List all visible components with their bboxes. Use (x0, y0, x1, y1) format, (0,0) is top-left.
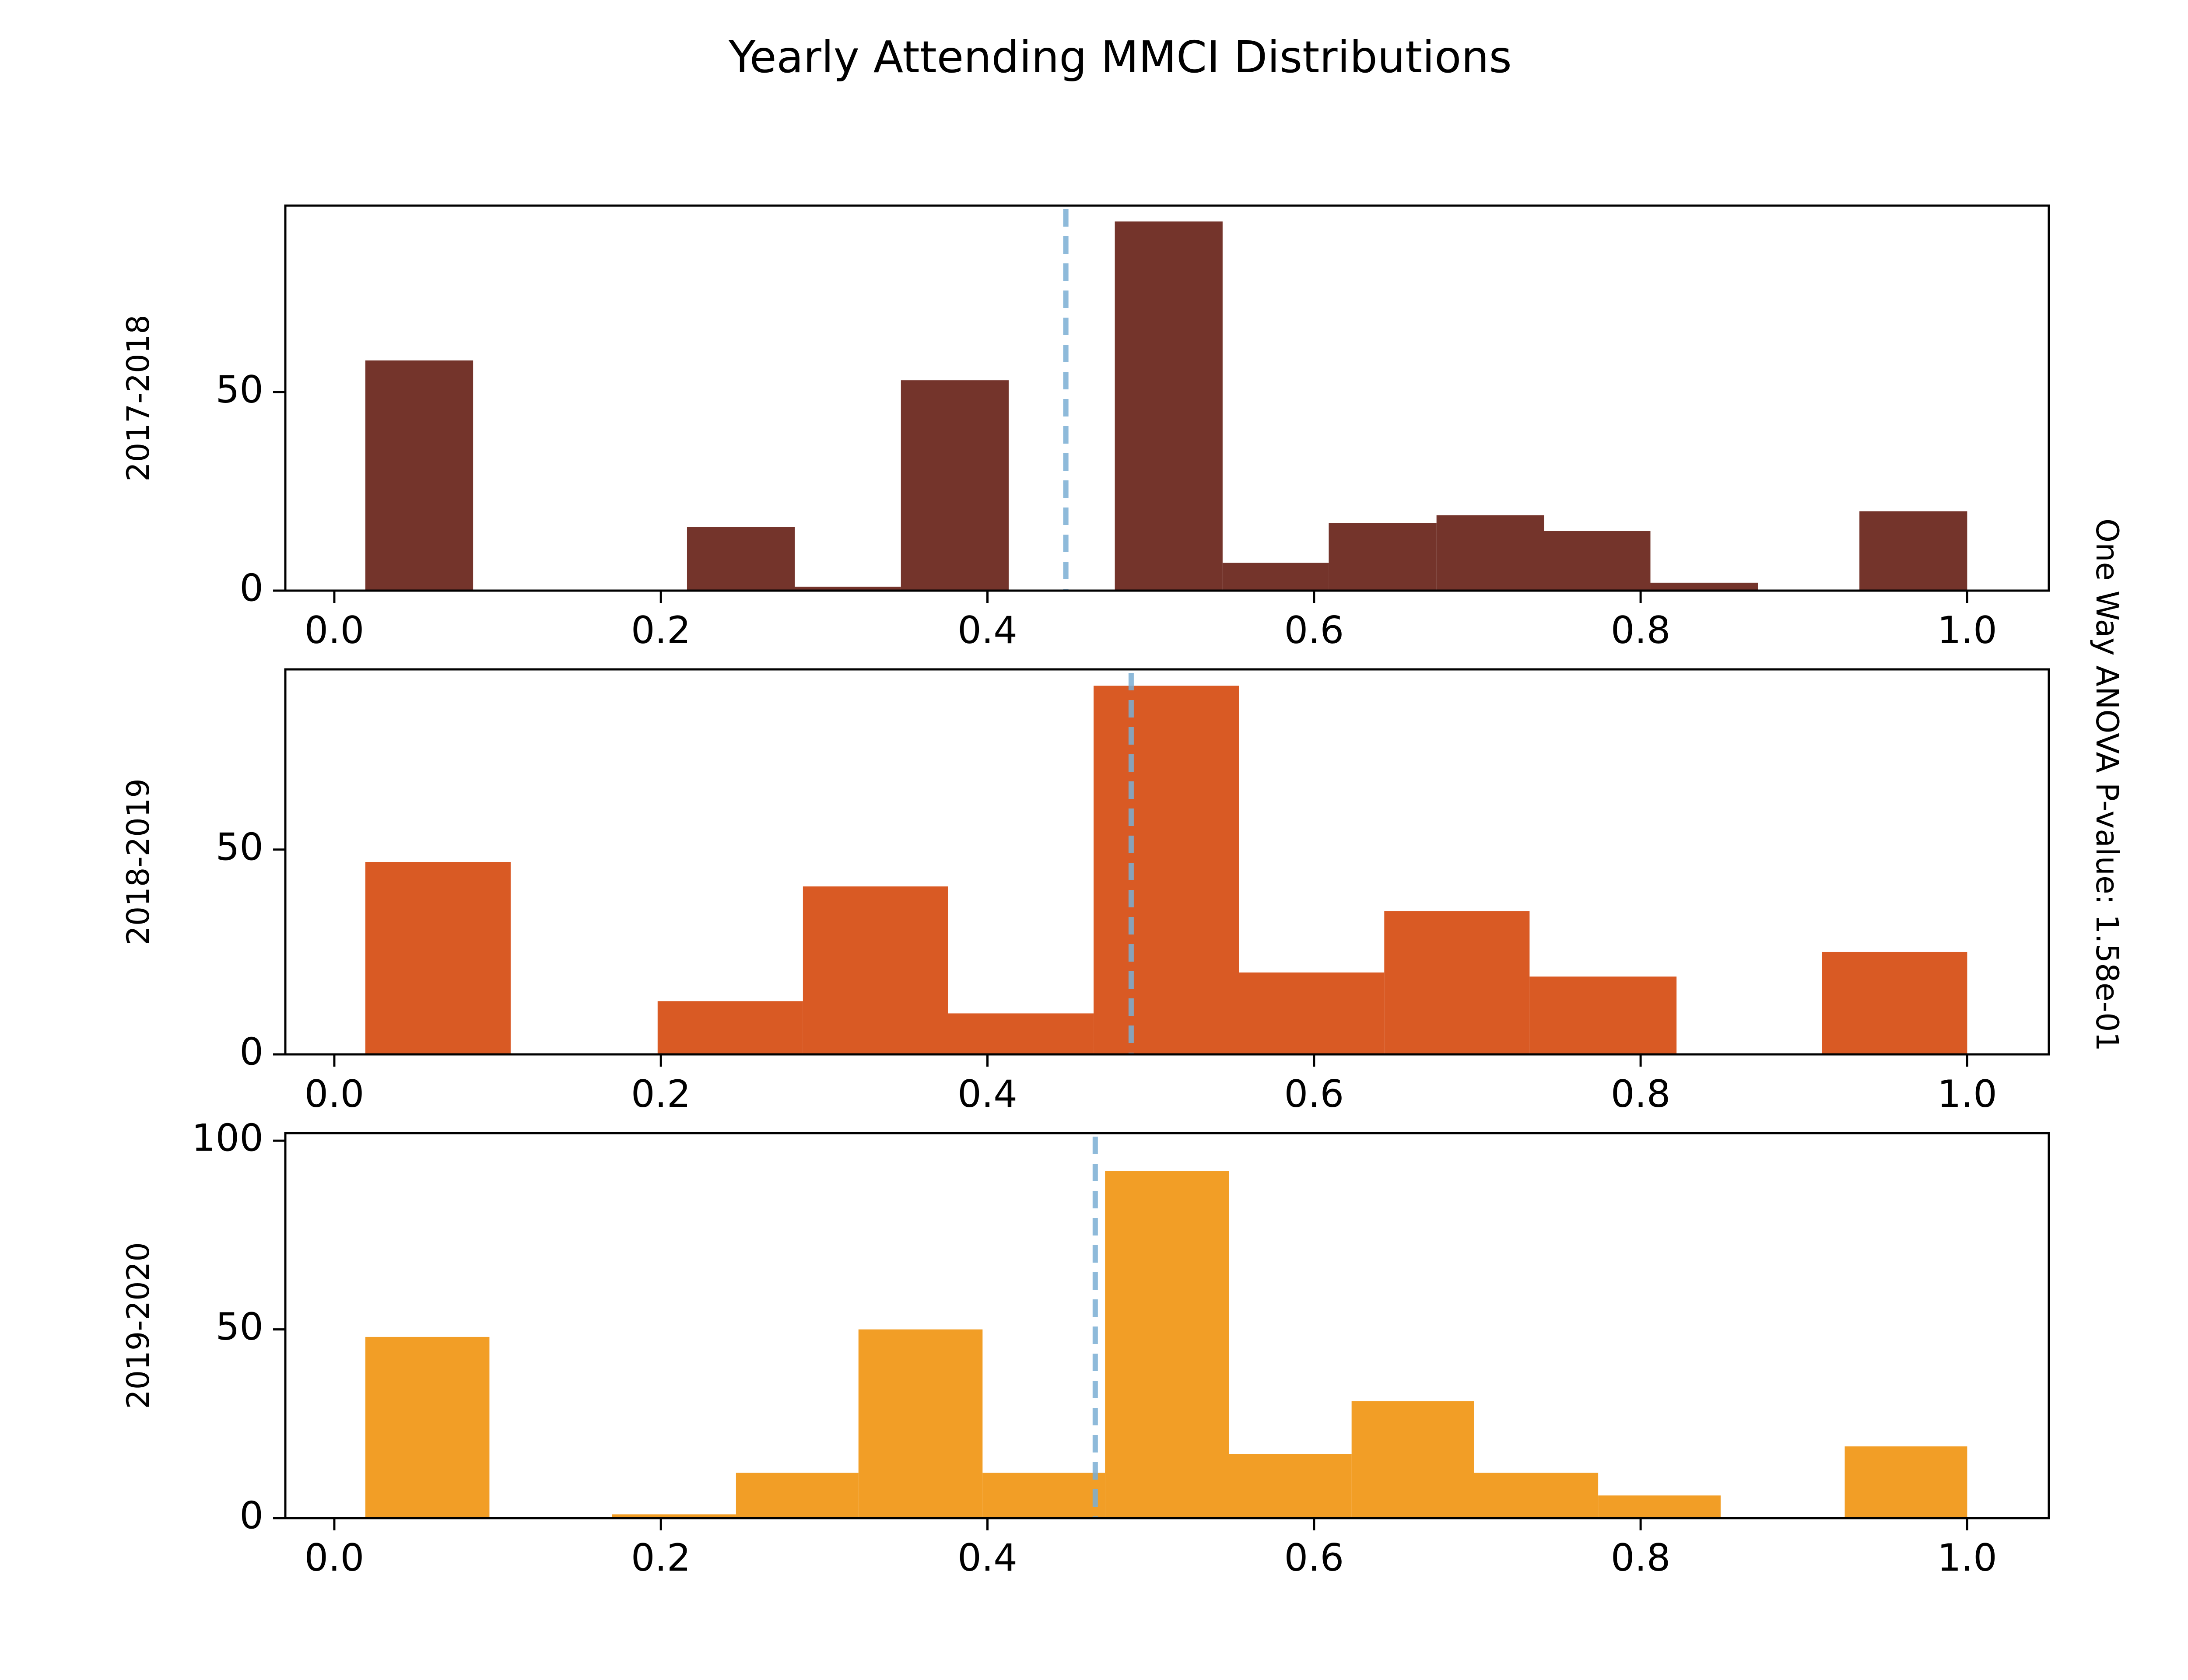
x-tick-label: 0.8 (1611, 609, 1671, 652)
bar-4 (982, 1473, 1105, 1518)
x-tick-label: 0.0 (305, 1536, 365, 1580)
y-axis-label: 2018-2019 (120, 778, 156, 945)
bar-1 (687, 527, 795, 591)
bar-8 (1822, 952, 1967, 1054)
y-tick-label: 50 (216, 1305, 263, 1349)
bar-10 (1844, 1446, 1967, 1518)
bar-3 (858, 1329, 983, 1518)
x-tick-label: 0.6 (1284, 609, 1344, 652)
x-tick-label: 0.4 (957, 1072, 1017, 1116)
bar-4 (1094, 686, 1239, 1054)
bar-9 (1598, 1495, 1721, 1518)
x-tick-label: 1.0 (1937, 1072, 1997, 1116)
bar-0 (365, 862, 511, 1054)
y-tick-label: 100 (192, 1116, 263, 1160)
panel-2018-2019: 0.0 0.2 0.4 0.6 0.8 1.0 0 50 2018-2019 (120, 668, 2050, 1116)
bar-4 (1115, 221, 1223, 591)
bar-7 (1436, 515, 1544, 591)
bar-8 (1474, 1473, 1599, 1518)
y-tick-label: 50 (216, 368, 263, 412)
y-tick-label: 0 (239, 566, 263, 610)
bar-5 (1239, 972, 1385, 1054)
x-tick-label: 0.0 (305, 609, 365, 652)
y-axis-label: 2019-2020 (120, 1242, 156, 1409)
y-axis-label: 2017-2018 (120, 315, 156, 482)
x-tick-label: 1.0 (1937, 609, 1997, 652)
axes-frame (284, 668, 2050, 1056)
x-tick-label: 0.6 (1284, 1536, 1344, 1580)
x-tick-label: 0.2 (631, 609, 691, 652)
bar-1 (612, 1514, 736, 1518)
x-tick-label: 0.0 (305, 1072, 365, 1116)
anova-annotation: One Way ANOVA P-value: 1.58e-01 (2089, 518, 2125, 1051)
x-tick-label: 1.0 (1937, 1536, 1997, 1580)
bar-9 (1650, 582, 1758, 591)
chart-title: Yearly Attending MMCI Distributions (728, 32, 1512, 83)
y-tick-label: 0 (239, 1494, 263, 1537)
x-tick-label: 0.4 (957, 609, 1017, 652)
x-tick-label: 0.2 (631, 1536, 691, 1580)
x-tick-label: 0.2 (631, 1072, 691, 1116)
bar-2 (795, 586, 901, 591)
y-tick-label: 0 (239, 1030, 263, 1074)
bar-7 (1351, 1401, 1474, 1518)
panel-2019-2020: 0.0 0.2 0.4 0.6 0.8 1.0 0 50 100 2019-2020 (120, 1116, 2050, 1580)
bar-5 (1222, 563, 1329, 591)
bar-3 (948, 1013, 1094, 1054)
x-tick-label: 0.6 (1284, 1072, 1344, 1116)
bar-2 (736, 1473, 859, 1518)
bar-0 (365, 360, 473, 591)
y-tick-label: 50 (216, 825, 263, 869)
bar-3 (901, 380, 1009, 591)
x-tick-label: 0.8 (1611, 1072, 1671, 1116)
bar-10 (1859, 511, 1967, 591)
bar-1 (657, 1001, 803, 1054)
axes-frame (284, 204, 2050, 592)
panel-2017-2018: 0.0 0.2 0.4 0.6 0.8 1.0 0 50 2017-2018 (120, 204, 2050, 652)
bar-6 (1384, 911, 1530, 1054)
bar-6 (1229, 1454, 1352, 1518)
bar-6 (1329, 523, 1437, 591)
bar-2 (803, 886, 948, 1054)
axes-frame (284, 1132, 2050, 1519)
bar-8 (1544, 531, 1651, 591)
bar-0 (365, 1337, 490, 1518)
bar-5 (1105, 1171, 1229, 1518)
bar-7 (1529, 976, 1677, 1054)
x-tick-label: 0.8 (1611, 1536, 1671, 1580)
x-tick-label: 0.4 (957, 1536, 1017, 1580)
